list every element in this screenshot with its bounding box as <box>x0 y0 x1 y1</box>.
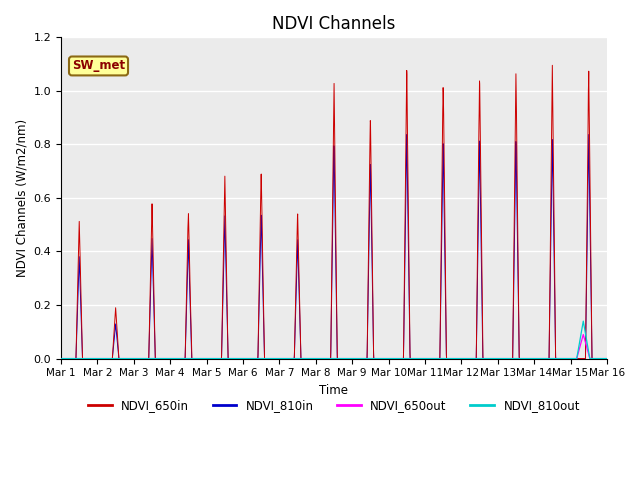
X-axis label: Time: Time <box>319 384 349 397</box>
Text: SW_met: SW_met <box>72 60 125 72</box>
Legend: NDVI_650in, NDVI_810in, NDVI_650out, NDVI_810out: NDVI_650in, NDVI_810in, NDVI_650out, NDV… <box>83 395 585 417</box>
Y-axis label: NDVI Channels (W/m2/nm): NDVI Channels (W/m2/nm) <box>15 119 28 277</box>
Title: NDVI Channels: NDVI Channels <box>272 15 396 33</box>
